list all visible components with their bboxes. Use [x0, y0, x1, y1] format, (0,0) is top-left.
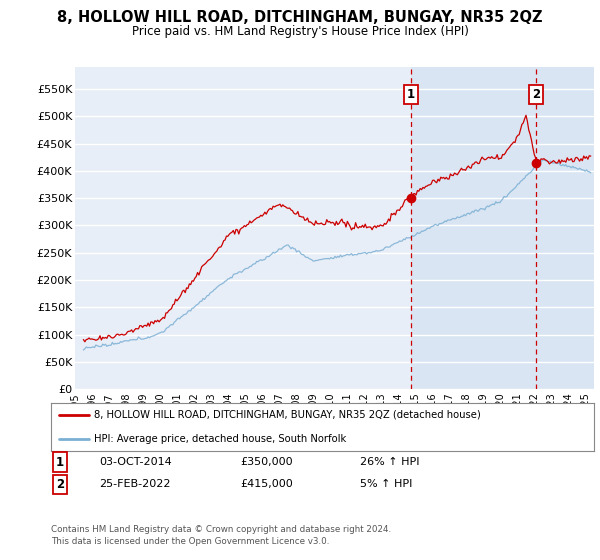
Text: Contains HM Land Registry data © Crown copyright and database right 2024.
This d: Contains HM Land Registry data © Crown c… — [51, 525, 391, 546]
Text: 25-FEB-2022: 25-FEB-2022 — [99, 479, 170, 489]
Text: Price paid vs. HM Land Registry's House Price Index (HPI): Price paid vs. HM Land Registry's House … — [131, 25, 469, 38]
Text: 1: 1 — [56, 455, 64, 469]
Text: 8, HOLLOW HILL ROAD, DITCHINGHAM, BUNGAY, NR35 2QZ: 8, HOLLOW HILL ROAD, DITCHINGHAM, BUNGAY… — [57, 10, 543, 25]
Bar — [411, 67, 594, 389]
Text: 1: 1 — [407, 88, 415, 101]
Text: 2: 2 — [532, 88, 541, 101]
Text: 2: 2 — [56, 478, 64, 491]
Text: 8, HOLLOW HILL ROAD, DITCHINGHAM, BUNGAY, NR35 2QZ (detached house): 8, HOLLOW HILL ROAD, DITCHINGHAM, BUNGAY… — [94, 409, 481, 419]
Text: £350,000: £350,000 — [240, 457, 293, 467]
Text: £415,000: £415,000 — [240, 479, 293, 489]
Text: HPI: Average price, detached house, South Norfolk: HPI: Average price, detached house, Sout… — [94, 435, 347, 445]
Text: 03-OCT-2014: 03-OCT-2014 — [99, 457, 172, 467]
Text: 5% ↑ HPI: 5% ↑ HPI — [360, 479, 412, 489]
Text: 26% ↑ HPI: 26% ↑ HPI — [360, 457, 419, 467]
